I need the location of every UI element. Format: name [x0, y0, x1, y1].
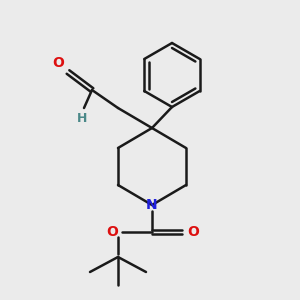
- Text: O: O: [52, 56, 64, 70]
- Text: N: N: [146, 198, 158, 212]
- Text: O: O: [106, 225, 118, 239]
- Text: H: H: [77, 112, 87, 125]
- Text: O: O: [187, 225, 199, 239]
